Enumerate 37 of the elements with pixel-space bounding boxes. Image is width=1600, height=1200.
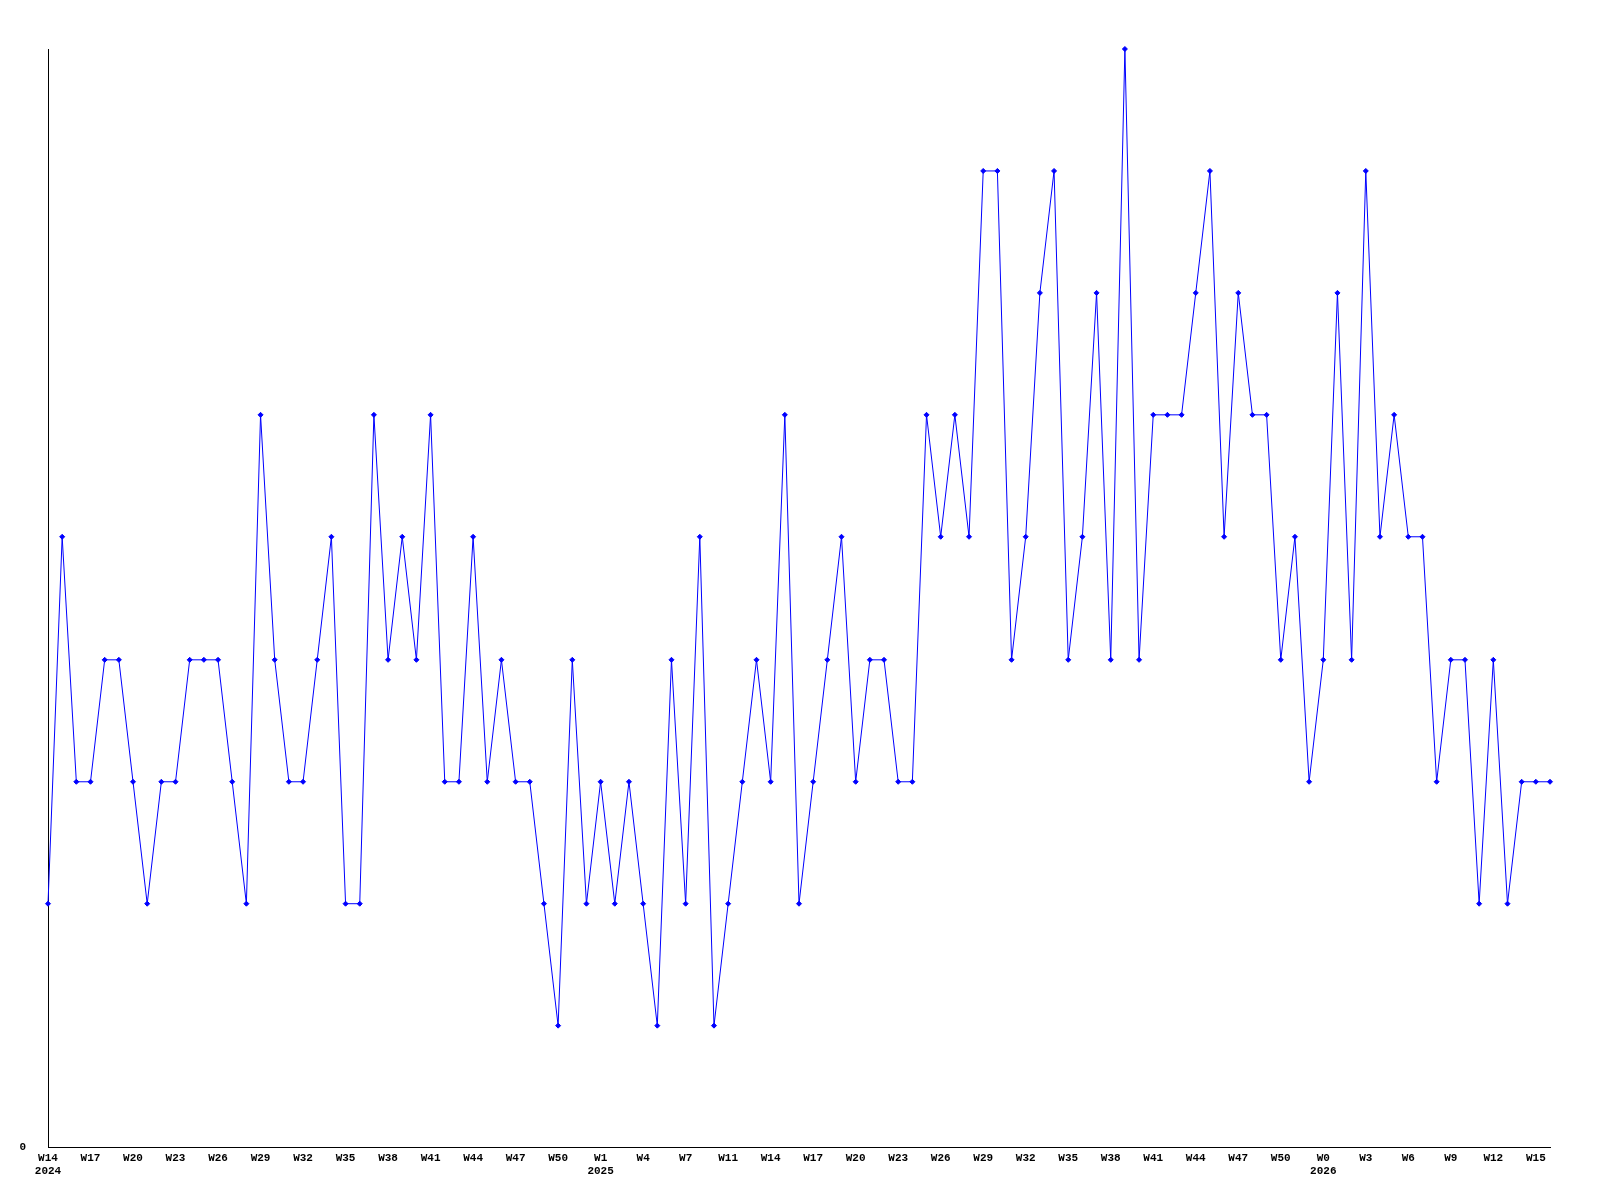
x-tick-label: W38	[1100, 1151, 1122, 1164]
x-tick-label: W15	[1525, 1151, 1547, 1164]
x-tick-label: W38	[378, 1151, 399, 1164]
x-tick-label: W47	[1228, 1151, 1249, 1164]
x-tick-label: W41	[1143, 1151, 1164, 1164]
x-tick-label: W17	[803, 1151, 824, 1164]
x-tick-label: W35	[1058, 1151, 1079, 1164]
x-tick-label: W17	[80, 1151, 101, 1164]
x-tick-label: W26	[208, 1151, 228, 1164]
x-tick-label: W35	[335, 1151, 356, 1164]
x-tick-label: W47	[505, 1151, 526, 1164]
x-tick-label: W14 2024	[34, 1151, 62, 1178]
x-tick-label: W41	[420, 1151, 441, 1164]
x-tick-label: W1 2025	[587, 1151, 615, 1178]
x-tick-label: W44	[1185, 1151, 1207, 1164]
x-tick-label: W7	[679, 1151, 693, 1164]
x-tick-label: W6	[1401, 1151, 1415, 1164]
x-tick-label: W29	[973, 1151, 994, 1164]
x-tick-label: W0 2026	[1310, 1151, 1337, 1178]
x-tick-label: W50	[548, 1151, 569, 1164]
text: 0	[19, 1141, 26, 1154]
x-tick-label: W50	[1270, 1151, 1291, 1164]
x-tick-label: W3	[1359, 1151, 1373, 1164]
x-tick-label: W32	[1015, 1151, 1036, 1164]
x-tick-label: W32	[293, 1151, 313, 1164]
x-tick-label: W29	[250, 1151, 271, 1164]
x-tick-label: W14	[760, 1151, 781, 1164]
x-tick-label: W20	[845, 1151, 866, 1164]
x-tick-label: W9	[1444, 1151, 1458, 1164]
x-tick-label: W4	[636, 1151, 651, 1164]
x-tick-label: W23	[888, 1151, 909, 1164]
x-tick-label: W23	[165, 1151, 186, 1164]
x-tick-label: W44	[463, 1151, 484, 1164]
x-tick-label: W20	[123, 1151, 143, 1164]
x-tick-label: W11	[718, 1151, 739, 1164]
x-tick-label: W26	[930, 1151, 951, 1164]
x-tick-label: W12	[1483, 1151, 1504, 1164]
